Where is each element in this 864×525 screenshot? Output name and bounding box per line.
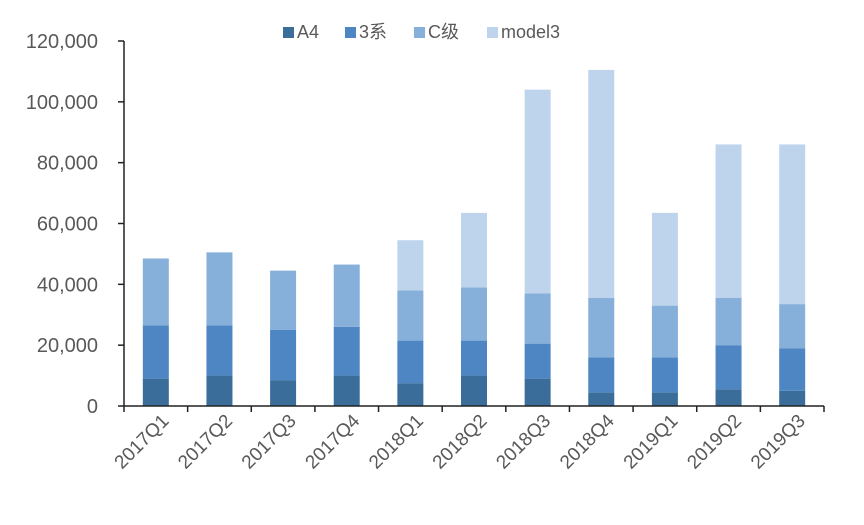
bar-segment-3系-2018Q1 (397, 340, 424, 384)
legend-swatch-A4 (283, 27, 294, 38)
y-axis: 0 20,000 40,000 60,000 80,000 100,000 120,000 (26, 31, 125, 418)
legend: A4 3系 C级 model3 (283, 22, 560, 42)
y-tick-label: 60,000 (37, 214, 98, 236)
bar-segment-3系-2019Q1 (651, 357, 678, 393)
bar-segment-C级-2019Q3 (779, 304, 806, 349)
bar-segment-C级-2018Q1 (397, 290, 424, 341)
bar-segment-model3-2019Q3 (779, 144, 806, 305)
y-tick-label: 20,000 (37, 335, 98, 357)
bar-segment-3系-2017Q4 (333, 326, 360, 376)
bar-segment-model3-2018Q3 (524, 89, 551, 294)
x-axis: 2017Q1 2017Q2 2017Q3 2017Q4 2018Q1 2018Q2 2018… (111, 405, 825, 474)
bar-segment-A4-2018Q3 (524, 378, 551, 406)
bar-segment-3系-2019Q3 (779, 348, 806, 391)
x-tick-label: 2019Q3 (747, 411, 810, 474)
bar-segment-A4-2019Q3 (779, 390, 806, 406)
y-tick-label: 80,000 (37, 153, 98, 175)
bar-segment-3系-2018Q2 (461, 340, 487, 376)
bar-segment-C级-2018Q2 (461, 287, 487, 341)
bar-segment-C级-2017Q1 (142, 258, 169, 326)
x-tick-label: 2018Q2 (429, 411, 492, 474)
bar-segment-A4-2018Q2 (461, 375, 487, 406)
bar-segment-A4-2019Q2 (715, 389, 742, 406)
bar-segment-C级-2018Q4 (588, 298, 615, 358)
bar-segment-3系-2017Q3 (270, 329, 297, 381)
y-tick-label: 40,000 (37, 274, 98, 296)
bar-segment-C级-2018Q3 (524, 293, 551, 344)
legend-swatch-model3 (487, 27, 498, 38)
legend-label-A4: A4 (297, 22, 319, 42)
legend-swatch-3系 (345, 27, 356, 38)
bar-segment-A4-2018Q1 (397, 383, 424, 406)
bar-segment-A4-2017Q4 (333, 375, 360, 406)
bar-segment-model3-2018Q2 (461, 212, 487, 288)
bar-segment-C级-2017Q3 (270, 270, 297, 330)
y-tick-label: 100,000 (26, 92, 98, 114)
x-tick-label: 2017Q4 (302, 410, 365, 473)
x-tick-label: 2018Q3 (493, 411, 556, 474)
bar-segment-C级-2017Q2 (206, 252, 233, 326)
x-tick-label: 2017Q1 (111, 411, 174, 474)
x-tick-label: 2019Q2 (683, 411, 746, 474)
bar-segment-A4-2017Q2 (206, 375, 233, 406)
bar-segment-A4-2017Q1 (142, 378, 169, 406)
legend-label-3系: 3系 (359, 22, 387, 42)
bar-segment-model3-2018Q1 (397, 240, 424, 291)
bar-segment-model3-2019Q2 (715, 144, 742, 299)
x-tick-label: 2019Q1 (620, 411, 683, 474)
bar-segment-A4-2017Q3 (270, 380, 297, 406)
bar-segment-C级-2019Q1 (651, 305, 678, 358)
bar-segment-3系-2017Q1 (142, 325, 169, 379)
y-tick-label: 120,000 (26, 31, 98, 53)
legend-label-model3: model3 (501, 22, 560, 42)
x-tick-label: 2018Q1 (365, 411, 428, 474)
x-tick-label: 2017Q3 (238, 411, 301, 474)
bar-segment-3系-2017Q2 (206, 325, 233, 376)
y-tick-label: 0 (87, 396, 98, 418)
bar-segment-C级-2019Q2 (715, 298, 742, 346)
bar-segment-3系-2018Q4 (588, 357, 615, 393)
bar-segment-A4-2018Q4 (588, 392, 615, 406)
bar-segment-3系-2018Q3 (524, 343, 551, 379)
bar-segment-C级-2017Q4 (333, 264, 360, 327)
x-tick-label: 2017Q2 (174, 411, 237, 474)
bar-segment-model3-2018Q4 (588, 69, 615, 299)
bar-segment-A4-2019Q1 (651, 392, 678, 406)
bars-layer (142, 69, 806, 406)
legend-label-C级: C级 (428, 22, 459, 42)
bar-segment-3系-2019Q2 (715, 345, 742, 390)
bar-segment-model3-2019Q1 (651, 212, 678, 306)
x-tick-label: 2018Q4 (556, 410, 619, 473)
legend-swatch-C级 (414, 27, 425, 38)
